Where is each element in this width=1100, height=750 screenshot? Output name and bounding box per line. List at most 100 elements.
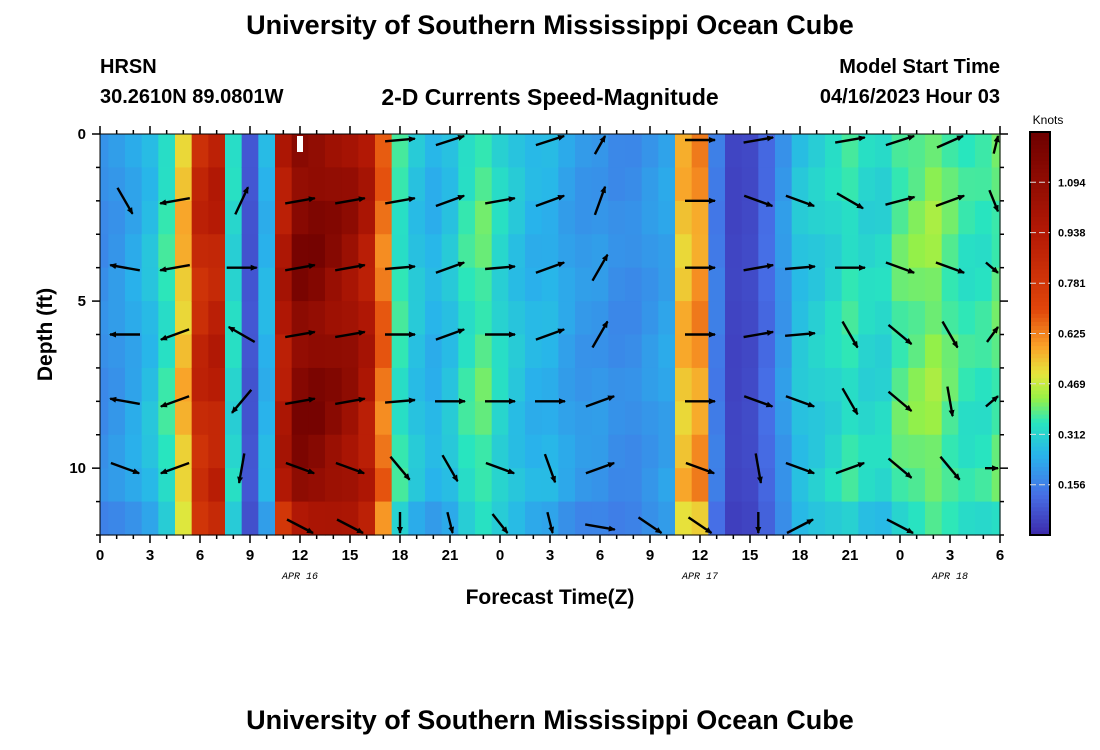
heatmap-cell: [375, 301, 393, 336]
heatmap-cell: [925, 267, 943, 302]
heatmap-cell: [125, 134, 143, 169]
colorbar-segment: [1030, 442, 1050, 447]
heatmap-cell: [375, 434, 393, 469]
current-vector: [985, 395, 999, 408]
current-vector: [786, 518, 814, 535]
heatmap-cell: [891, 334, 909, 369]
heatmap-cell: [508, 134, 526, 169]
heatmap-cell: [208, 401, 226, 436]
heatmap-cell: [508, 434, 526, 469]
current-vector: [159, 197, 191, 206]
heatmap-cell: [541, 167, 559, 202]
heatmap-cell: [508, 468, 526, 503]
current-vector: [446, 511, 455, 534]
heatmap-cell: [658, 434, 676, 469]
heatmap-cell: [208, 267, 226, 302]
heatmap-cell: [925, 367, 943, 402]
heatmap-cell: [625, 267, 643, 302]
current-vector: [584, 523, 616, 532]
heatmap-cell: [641, 267, 659, 302]
heatmap-cell: [875, 334, 893, 369]
colorbar-segment: [1030, 208, 1050, 214]
heatmap-cell: [325, 134, 343, 169]
heatmap-cell: [558, 434, 576, 469]
heatmap-cell: [158, 501, 176, 536]
heatmap-cell: [491, 234, 509, 269]
current-vector: [546, 511, 555, 534]
heatmap-cell: [241, 234, 259, 269]
heatmap-cell: [391, 434, 409, 469]
colorbar-segment: [1030, 357, 1050, 363]
heatmap-cell: [858, 401, 876, 436]
heatmap-cell: [591, 434, 609, 469]
heatmap-cell: [100, 434, 109, 469]
heatmap-cell: [975, 234, 993, 269]
colorbar-segment: [1030, 164, 1050, 169]
heatmap-cell: [100, 134, 109, 169]
current-vector: [435, 134, 466, 147]
heatmap-cell: [575, 401, 593, 436]
heatmap-cell: [825, 334, 843, 369]
colorbar-segment: [1030, 168, 1050, 173]
heatmap-cell: [858, 234, 876, 269]
heatmap-cell: [675, 401, 693, 436]
colorbar-segment: [1030, 486, 1050, 492]
heatmap-cell: [108, 267, 126, 302]
heatmap-cell: [475, 234, 493, 269]
heatmap-cell: [541, 200, 559, 235]
heatmap-cell: [100, 501, 109, 536]
heatmap-cell: [641, 200, 659, 235]
heatmap-cell: [691, 234, 709, 269]
heatmap-cell: [658, 334, 676, 369]
heatmap-cell: [975, 134, 993, 169]
heatmap-cell: [925, 234, 943, 269]
heatmap-cell: [308, 200, 326, 235]
heatmap-cell: [291, 367, 309, 402]
heatmap-cell: [541, 468, 559, 503]
heatmap-cell: [425, 167, 443, 202]
heatmap-cell: [275, 334, 293, 369]
current-vector: [484, 263, 516, 271]
colorbar-segment: [1030, 184, 1050, 189]
heatmap-cell: [108, 301, 126, 336]
heatmap-cell: [975, 501, 993, 536]
heatmap-cell: [341, 167, 359, 202]
heatmap-cell: [591, 468, 609, 503]
heatmap-cell: [691, 267, 709, 302]
heatmap-cell: [658, 134, 676, 169]
heatmap-cell: [675, 468, 693, 503]
colorbar-segment: [1030, 196, 1050, 202]
top-marker: [297, 136, 303, 152]
heatmap-cell: [991, 468, 1001, 503]
heatmap-cell: [975, 401, 993, 436]
heatmap-cell: [641, 468, 659, 503]
heatmap-cell: [191, 234, 209, 269]
heatmap-cell: [775, 334, 793, 369]
heatmap-cell: [941, 468, 959, 503]
heatmap-cell: [458, 267, 476, 302]
heatmap-cell: [191, 401, 209, 436]
heatmap-cell: [841, 167, 859, 202]
heatmap-cell: [575, 501, 593, 536]
heatmap-cell: [458, 501, 476, 536]
heatmap-cell: [658, 367, 676, 402]
heatmap-cell: [641, 134, 659, 169]
colorbar-segment: [1030, 341, 1050, 347]
current-vector: [535, 194, 566, 208]
heatmap-cell: [991, 134, 1001, 169]
heatmap-cell: [308, 334, 326, 369]
heatmap-cell: [858, 501, 876, 536]
current-vector: [939, 455, 961, 481]
heatmap-cell: [125, 501, 143, 536]
heatmap-cell: [341, 301, 359, 336]
colorbar-segment: [1030, 474, 1050, 480]
heatmap-cell: [275, 301, 293, 336]
current-vector: [535, 134, 566, 147]
heatmap-cell: [308, 167, 326, 202]
heatmap-cell: [541, 234, 559, 269]
heatmap-cell: [225, 501, 243, 536]
heatmap-cell: [708, 334, 726, 369]
heatmap-cell: [691, 134, 709, 169]
current-vector: [591, 320, 609, 349]
heatmap-cell: [558, 200, 576, 235]
